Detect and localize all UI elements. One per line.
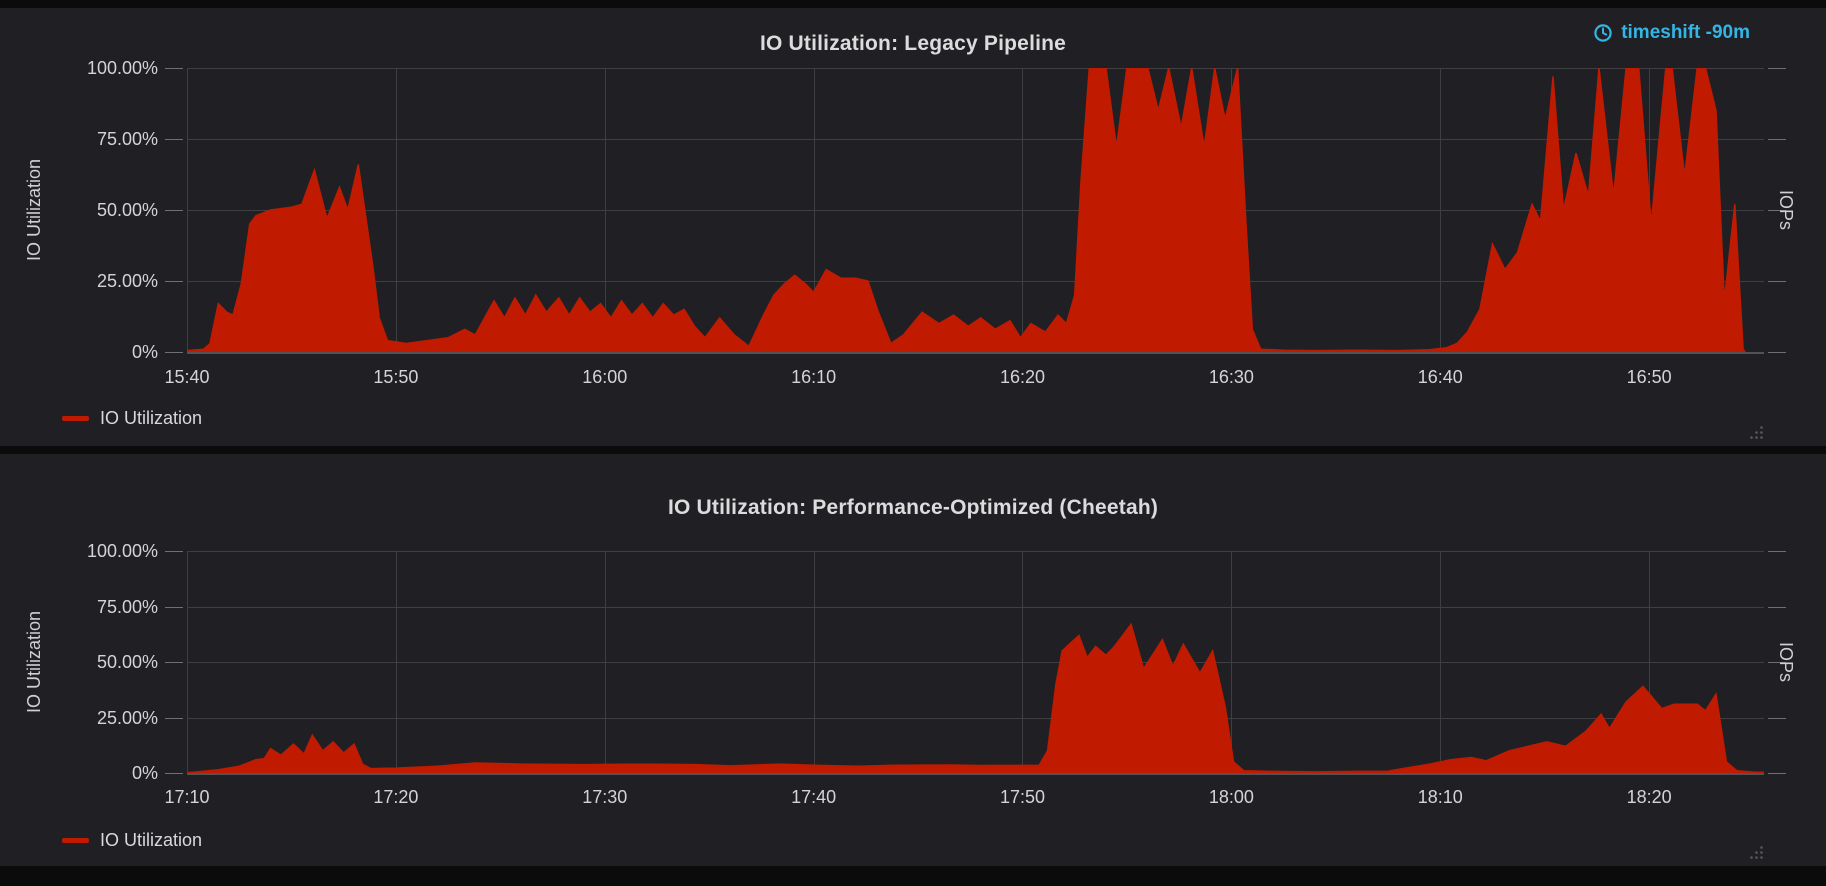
y-tick-mark <box>165 210 183 211</box>
io-utilization-series[interactable] <box>187 551 1764 773</box>
legend[interactable]: IO Utilization <box>62 830 202 851</box>
legend-label[interactable]: IO Utilization <box>100 408 203 428</box>
y-tick-mark-right <box>1768 717 1786 719</box>
y-tick-mark <box>165 662 183 663</box>
clock-icon <box>1594 24 1612 42</box>
x-tick-label: 15:50 <box>373 367 419 387</box>
x-tick-label: 17:30 <box>582 787 628 807</box>
gridline-x <box>1440 551 1442 773</box>
legend[interactable]: IO Utilization <box>62 408 202 429</box>
y-tick-mark <box>165 773 183 774</box>
y-tick-mark-right <box>1768 606 1786 608</box>
panel-cheetah: IO Utilization: Performance-Optimized (C… <box>0 454 1826 866</box>
y-tick-mark-right <box>1768 139 1786 140</box>
gridline-x <box>604 68 606 352</box>
gridline-x <box>813 68 815 352</box>
x-axis-line <box>187 773 1764 775</box>
y-tick-mark <box>165 606 183 608</box>
y-tick-label: 0% <box>131 763 158 783</box>
legend-swatch <box>62 838 89 843</box>
gridline-y <box>187 662 1764 663</box>
timeshift-label: timeshift -90m <box>1621 22 1750 43</box>
x-tick-label: 17:10 <box>164 787 210 807</box>
x-tick-label: 16:10 <box>791 367 837 387</box>
right-axis-label: IOPs <box>1776 189 1796 230</box>
y-tick-label: 25.00% <box>96 271 158 291</box>
gridline-y <box>187 281 1764 282</box>
gridline-y <box>187 606 1764 608</box>
x-axis-line <box>187 352 1764 354</box>
gridline-y <box>187 139 1764 140</box>
x-tick-label: 18:20 <box>1626 787 1672 807</box>
legend-label[interactable]: IO Utilization <box>100 830 203 850</box>
y-tick-label: 100.00% <box>86 541 158 561</box>
y-tick-mark <box>165 139 183 140</box>
x-tick-label: 18:00 <box>1208 787 1254 807</box>
y-tick-label: 75.00% <box>96 129 158 149</box>
gridline-y <box>187 210 1764 211</box>
panel-resize-handle[interactable] <box>1749 425 1764 440</box>
y-tick-mark <box>165 551 183 552</box>
gridline-x <box>1231 551 1233 773</box>
y-tick-mark <box>165 717 183 719</box>
io-utilization-series[interactable] <box>187 68 1764 352</box>
y-tick-mark-right <box>1768 210 1786 211</box>
x-tick-label: 18:10 <box>1417 787 1463 807</box>
gridline-x <box>395 551 397 773</box>
x-tick-label: 15:40 <box>164 367 210 387</box>
panel-resize-handle[interactable] <box>1749 845 1764 860</box>
y-tick-label: 75.00% <box>96 596 158 617</box>
gridline-x <box>187 68 188 352</box>
x-tick-label: 16:50 <box>1626 367 1672 387</box>
panel-title[interactable]: IO Utilization: Performance-Optimized (C… <box>667 496 1159 519</box>
y-tick-label: 50.00% <box>96 200 158 220</box>
y-tick-label: 50.00% <box>96 652 158 672</box>
y-tick-mark <box>165 68 183 69</box>
y-tick-mark-right <box>1768 352 1786 353</box>
y-tick-mark-right <box>1768 68 1786 69</box>
y-tick-mark <box>165 352 183 353</box>
gridline-x <box>1022 68 1024 352</box>
x-tick-label: 16:00 <box>582 367 628 387</box>
gridline-x <box>1022 551 1024 773</box>
gridline-x <box>395 68 397 352</box>
x-tick-label: 16:20 <box>999 367 1045 387</box>
x-tick-label: 17:40 <box>791 787 837 807</box>
gridline-x <box>187 551 188 773</box>
legend-swatch <box>62 416 89 421</box>
gridline-x <box>1649 551 1651 773</box>
gridline-y <box>187 551 1764 552</box>
y-tick-mark-right <box>1768 662 1786 663</box>
x-tick-label: 16:30 <box>1208 367 1254 387</box>
y-tick-mark-right <box>1768 281 1786 282</box>
x-tick-label: 17:50 <box>999 787 1045 807</box>
y-tick-label: 0% <box>131 342 158 362</box>
panel-title[interactable]: IO Utilization: Legacy Pipeline <box>759 32 1067 55</box>
y-tick-label: 25.00% <box>96 707 158 728</box>
x-tick-label: 17:20 <box>373 787 419 807</box>
gridline-x <box>604 551 606 773</box>
y-tick-mark-right <box>1768 773 1786 774</box>
timeshift-badge: timeshift -90m <box>1593 22 1750 44</box>
y-tick-mark <box>165 281 183 282</box>
gridline-x <box>1440 68 1442 352</box>
x-tick-label: 16:40 <box>1417 367 1463 387</box>
gridline-y <box>187 717 1764 719</box>
right-axis-label: IOPs <box>1776 641 1796 682</box>
y-tick-mark-right <box>1768 551 1786 552</box>
gridline-y <box>187 68 1764 69</box>
gridline-x <box>813 551 815 773</box>
panel-legacy-pipeline: IO Utilization: Legacy Pipeline timeshif… <box>0 8 1826 446</box>
y-tick-label: 100.00% <box>86 58 158 78</box>
